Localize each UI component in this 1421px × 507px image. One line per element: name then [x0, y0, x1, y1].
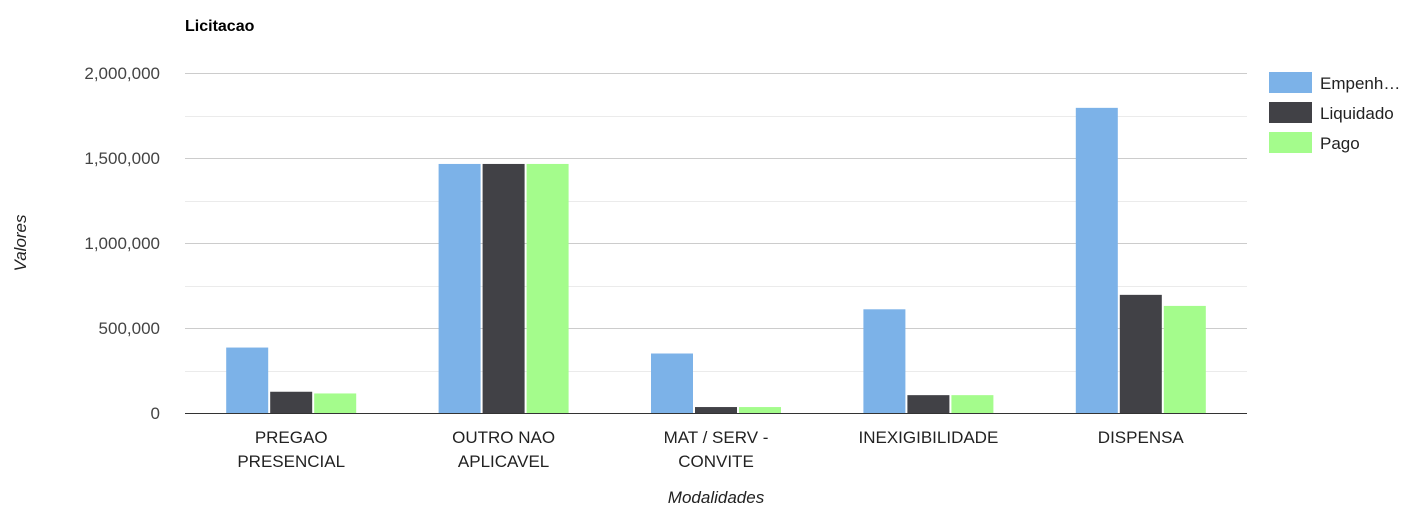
y-tick-label: 1,000,000: [84, 234, 160, 253]
bar[interactable]: [651, 354, 693, 414]
legend-label: Empenh…: [1320, 74, 1400, 93]
bar[interactable]: [270, 392, 312, 413]
bar[interactable]: [439, 164, 481, 413]
legend-label: Pago: [1320, 134, 1360, 153]
bar[interactable]: [739, 407, 781, 413]
bar[interactable]: [226, 348, 268, 413]
legend-swatch: [1269, 132, 1312, 153]
bar[interactable]: [695, 407, 737, 413]
y-axis-tick-labels: 0 500,000 1,000,000 1,500,000 2,000,000: [84, 64, 160, 423]
bar[interactable]: [951, 395, 993, 413]
x-category-label: APLICAVEL: [458, 452, 549, 471]
x-category-label: DISPENSA: [1098, 428, 1185, 447]
x-axis-title: Modalidades: [668, 488, 765, 507]
legend-item[interactable]: Empenh…: [1269, 72, 1400, 93]
bar[interactable]: [483, 164, 525, 413]
x-category-label: INEXIGIBILIDADE: [858, 428, 998, 447]
y-tick-label: 0: [151, 404, 160, 423]
legend[interactable]: Empenh… Liquidado Pago: [1269, 72, 1400, 153]
bar[interactable]: [314, 393, 356, 413]
x-axis-category-labels: PREGAO PRESENCIAL OUTRO NAO APLICAVEL MAT / …: [237, 428, 1184, 471]
legend-swatch: [1269, 102, 1312, 123]
bar[interactable]: [863, 309, 905, 413]
y-tick-label: 500,000: [99, 319, 160, 338]
bar[interactable]: [1164, 306, 1206, 413]
legend-item[interactable]: Liquidado: [1269, 102, 1394, 123]
legend-swatch: [1269, 72, 1312, 93]
bar[interactable]: [1120, 295, 1162, 413]
x-category-label: PRESENCIAL: [237, 452, 345, 471]
legend-item[interactable]: Pago: [1269, 132, 1360, 153]
y-tick-label: 1,500,000: [84, 149, 160, 168]
x-category-label: PREGAO: [255, 428, 328, 447]
legend-label: Liquidado: [1320, 104, 1394, 123]
bars: [226, 108, 1206, 413]
x-category-label: MAT / SERV -: [664, 428, 769, 447]
bar[interactable]: [1076, 108, 1118, 413]
bar[interactable]: [527, 164, 569, 413]
y-tick-label: 2,000,000: [84, 64, 160, 83]
x-category-label: OUTRO NAO: [452, 428, 555, 447]
bar[interactable]: [907, 395, 949, 413]
chart-title: Licitacao: [185, 18, 255, 35]
y-axis-title: Valores: [11, 214, 30, 272]
x-category-label: CONVITE: [678, 452, 754, 471]
